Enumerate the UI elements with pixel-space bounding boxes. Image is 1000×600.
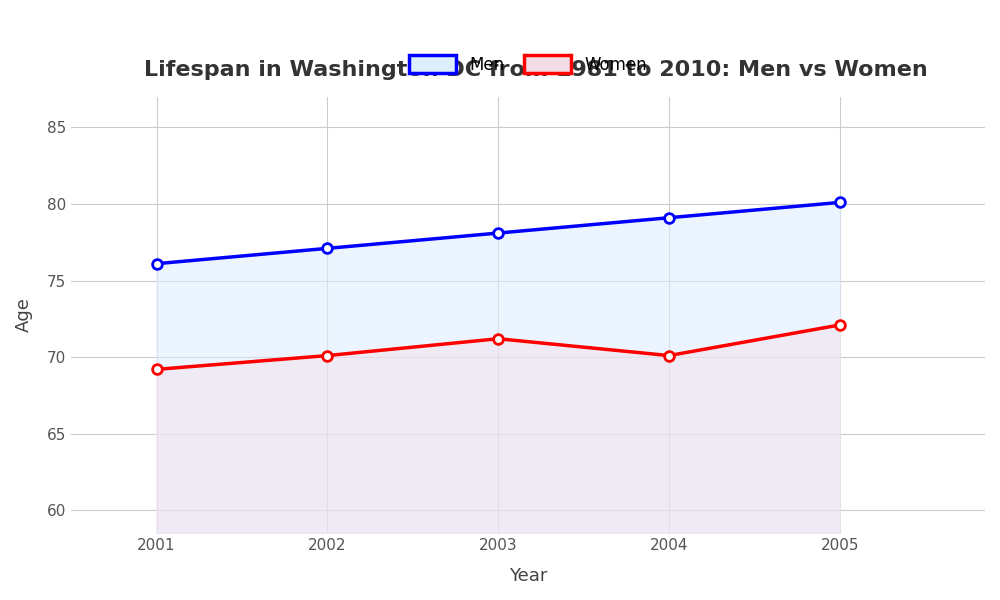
Legend: Men, Women: Men, Women	[403, 49, 654, 80]
X-axis label: Year: Year	[509, 567, 547, 585]
Y-axis label: Age: Age	[15, 298, 33, 332]
Text: Lifespan in Washington DC from 1981 to 2010: Men vs Women: Lifespan in Washington DC from 1981 to 2…	[144, 60, 928, 80]
